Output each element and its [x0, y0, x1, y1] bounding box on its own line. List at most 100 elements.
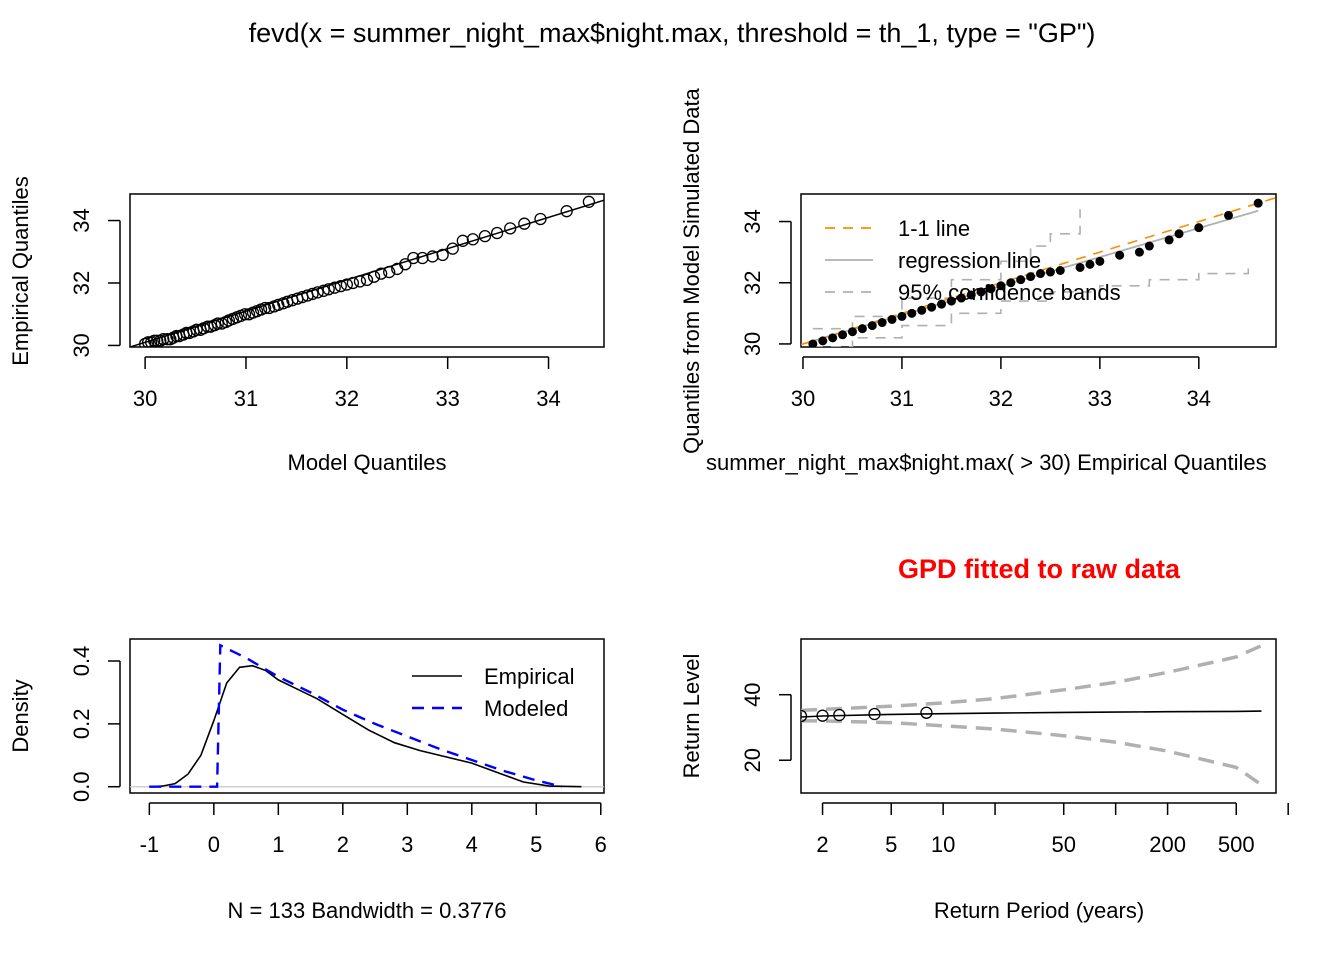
figure-title: fevd(x = summer_night_max$night.max, thr…: [249, 18, 1096, 48]
sim-xlabel: summer_night_max$night.max( > 30) Empiri…: [706, 450, 1267, 475]
qq-xlabel: Model Quantiles: [288, 450, 447, 475]
sim-point: [857, 324, 867, 334]
sim-point: [808, 339, 818, 347]
sim-point: [917, 305, 927, 315]
return-x-tick-label: 500: [1218, 832, 1255, 857]
sim-point: [907, 308, 917, 318]
sim-point: [847, 327, 857, 337]
simulated-qq-panel: summer_night_max$night.max( > 30) Empiri…: [679, 87, 1277, 475]
sim-point: [996, 281, 1006, 291]
sim-legend-label: 1-1 line: [898, 216, 970, 241]
return-x-tick-label: 2: [816, 832, 828, 857]
density-y-tick-label: 0.4: [69, 646, 94, 677]
sim-point: [1224, 210, 1233, 220]
density-x-tick-label: 1: [272, 832, 284, 857]
qq-point: [456, 234, 469, 247]
return-title: GPD fitted to raw data: [898, 554, 1181, 584]
qq-point: [426, 250, 439, 263]
density-empirical-line: [149, 664, 582, 788]
sim-point: [956, 293, 966, 303]
qq-x-tick-label: 30: [133, 386, 157, 411]
qq-point: [157, 333, 170, 346]
qq-point: [383, 265, 396, 279]
sim-ylabel: Quantiles from Model Simulated Data: [679, 87, 704, 453]
return-point: [833, 708, 846, 722]
qq-x-tick-label: 32: [335, 386, 359, 411]
qq-point: [190, 323, 203, 336]
qq-point: [360, 273, 374, 287]
qq-point: [258, 301, 272, 315]
sim-x-tick-label: 30: [791, 386, 815, 411]
sim-x-tick-label: 32: [989, 386, 1013, 411]
qq-point: [334, 279, 347, 293]
sim-y-tick-label: 34: [740, 209, 765, 233]
sim-upper-band: [812, 209, 1081, 330]
qq-point: [504, 222, 517, 235]
sim-point: [838, 330, 848, 340]
qq-x-tick-label: 34: [536, 386, 560, 411]
density-x-tick-label: 5: [530, 832, 542, 857]
density-y-tick-label: 0.2: [69, 709, 94, 740]
qq-point: [151, 334, 164, 347]
return-x-tick-label: 5: [885, 832, 897, 857]
qq-x-tick-label: 31: [234, 386, 258, 411]
density-modeled-line: [149, 643, 563, 788]
sim-point: [1095, 256, 1105, 266]
sim-point: [897, 311, 907, 321]
density-legend-label: Empirical: [484, 664, 574, 689]
density-x-tick-label: 3: [401, 832, 413, 857]
sim-point: [1194, 223, 1204, 233]
qq-point: [560, 205, 573, 218]
sim-point: [927, 302, 937, 312]
qq-y-tick-label: 34: [69, 208, 94, 232]
density-plot-frame: [129, 638, 605, 794]
sim-legend-label: 95% confidence bands: [898, 280, 1121, 305]
qq-point: [306, 287, 319, 301]
return-x-tick-label: 200: [1149, 832, 1186, 857]
density-x-tick-label: -1: [140, 832, 160, 857]
return-x-tick-label: 10: [931, 832, 955, 857]
density-x-tick-label: 2: [337, 832, 349, 857]
qq-x-tick-label: 33: [435, 386, 459, 411]
qq-point: [416, 251, 429, 265]
sim-point: [1035, 269, 1045, 279]
qq-y-tick-label: 30: [69, 333, 94, 357]
density-panel: N = 133 Bandwidth = 0.3776 Density -1 0 1 2…: [8, 638, 607, 923]
sim-point: [946, 296, 956, 306]
qq-point: [340, 278, 353, 291]
return-point: [801, 709, 808, 723]
return-lower-ci: [801, 719, 1263, 787]
density-xlabel: N = 133 Bandwidth = 0.3776: [228, 898, 507, 923]
sim-point: [986, 284, 996, 294]
qq-point: [161, 333, 174, 346]
qq-point: [238, 308, 252, 321]
qq-y-tick-label: 32: [69, 271, 94, 295]
qq-point: [142, 336, 155, 347]
density-legend-label: Modeled: [484, 696, 568, 721]
sim-y-tick-label: 30: [740, 332, 765, 356]
return-plot-frame: [800, 638, 1277, 794]
sim-y-tick-label: 32: [740, 270, 765, 294]
sim-point: [1164, 235, 1174, 245]
sim-point: [966, 290, 976, 300]
sim-legend-label: regression line: [898, 248, 1041, 273]
sim-one-to-one-line: [801, 196, 1276, 346]
return-y-tick-label: 40: [740, 682, 765, 706]
sim-point: [828, 333, 838, 343]
density-x-tick-label: 0: [208, 832, 220, 857]
sim-lower-band: [812, 267, 1250, 347]
qq-point: [399, 258, 412, 271]
sim-point: [937, 299, 947, 309]
qq-point: [518, 217, 531, 230]
qq-point: [478, 230, 492, 243]
return-level-panel: GPD fitted to raw data Return Period (ye…: [679, 554, 1289, 923]
sim-point: [1144, 241, 1154, 251]
qq-point: [322, 283, 335, 296]
return-point: [816, 709, 829, 722]
qq-point: [311, 286, 324, 299]
qq-point: [374, 267, 388, 280]
sim-point: [877, 318, 887, 328]
sim-point: [887, 314, 897, 324]
return-level-line: [801, 710, 1262, 718]
